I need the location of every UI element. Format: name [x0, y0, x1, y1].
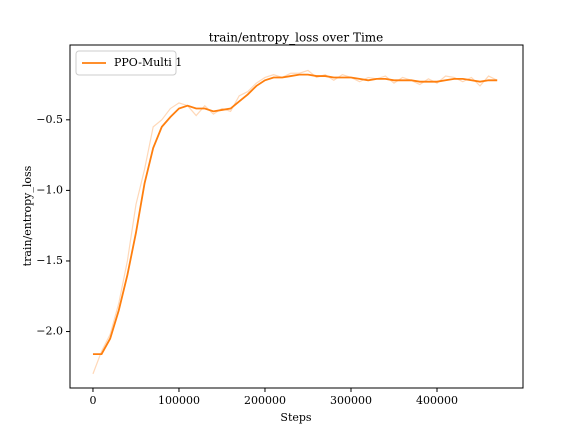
y-tick-label: −1.0 [36, 183, 63, 196]
chart-title: train/entropy_loss over Time [209, 31, 384, 45]
x-tick-label: 300000 [330, 394, 372, 407]
x-tick-label: 200000 [244, 394, 286, 407]
y-tick-label: −1.5 [36, 254, 63, 267]
x-tick-label: 0 [89, 394, 96, 407]
y-tick-label: −2.0 [36, 325, 63, 338]
line-series [92, 69, 498, 375]
y-axis-label: train/entropy_loss [21, 165, 34, 266]
legend-box [75, 50, 177, 76]
x-tick-label: 400000 [416, 394, 458, 407]
x-axis-label: Steps [280, 411, 312, 424]
plot-frame [69, 44, 524, 389]
x-tick-label: 100000 [158, 394, 200, 407]
line-series [92, 73, 498, 356]
legend-label: PPO-Multi 1 [114, 56, 182, 69]
y-tick-label: −0.5 [36, 113, 63, 126]
